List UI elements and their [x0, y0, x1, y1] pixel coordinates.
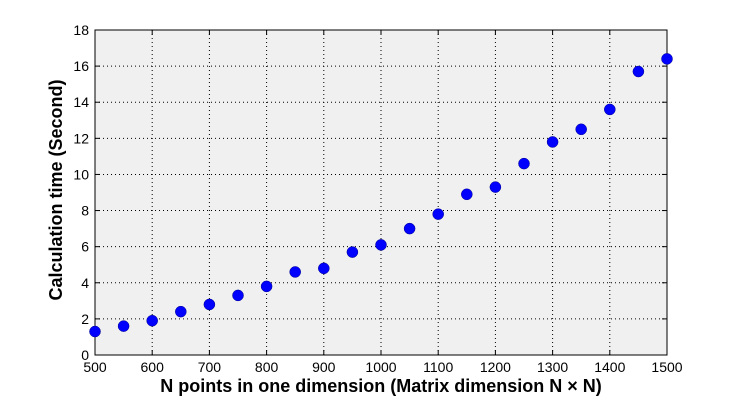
data-point [146, 314, 158, 327]
data-point [461, 188, 473, 201]
y-tick-label: 14 [73, 94, 89, 110]
data-point [661, 53, 673, 65]
x-tick-label: 900 [312, 359, 336, 375]
data-point [89, 325, 101, 338]
data-point [432, 208, 444, 220]
x-tick-label: 1400 [594, 359, 625, 375]
x-tick-label: 800 [255, 359, 279, 375]
y-tick-label: 12 [73, 130, 89, 146]
x-tick-label: 1200 [480, 359, 511, 375]
plot-area [95, 30, 667, 355]
data-point [489, 181, 502, 193]
data-point [604, 103, 616, 116]
x-tick-label: 700 [198, 359, 222, 375]
x-tick-label: 1100 [423, 359, 453, 375]
y-tick-label: 18 [73, 22, 89, 38]
data-point [232, 289, 244, 302]
data-point [575, 123, 587, 136]
x-tick-label: 600 [141, 359, 165, 375]
plot-frame [94, 29, 668, 356]
data-point [375, 239, 387, 251]
x-tick-label: 1000 [365, 359, 396, 375]
y-tick-label: 4 [81, 275, 89, 291]
grid-lines [95, 30, 667, 355]
y-tick-labels: 0 2 4 6 8 10 12 14 16 18 [73, 22, 89, 363]
y-tick-label: 8 [81, 203, 89, 219]
data-point [289, 266, 301, 278]
data-point [203, 298, 216, 311]
x-tick-label: 500 [83, 359, 107, 375]
data-point [260, 280, 273, 293]
data-point [175, 305, 187, 318]
data-point [546, 136, 559, 148]
y-tick-label: 16 [73, 58, 89, 74]
x-tick-label: 1500 [651, 359, 682, 375]
data-point [518, 157, 530, 170]
y-tick-label: 0 [81, 347, 89, 363]
y-tick-label: 2 [81, 311, 89, 327]
y-tick-label: 10 [73, 166, 89, 182]
data-point [403, 222, 416, 235]
data-point [318, 262, 330, 275]
y-tick-label: 6 [81, 239, 89, 255]
x-tick-labels: 500 600 700 800 900 1000 1100 1200 1300 1400 1500 [83, 359, 682, 375]
data-point [632, 65, 645, 78]
x-tick-label: 1300 [537, 359, 568, 375]
data-point [117, 320, 130, 332]
y-axis-title: Calculation time (Second) [46, 79, 66, 300]
x-axis-title: N points in one dimension (Matrix dimens… [160, 376, 602, 396]
data-points [89, 53, 673, 338]
data-point [346, 246, 359, 258]
